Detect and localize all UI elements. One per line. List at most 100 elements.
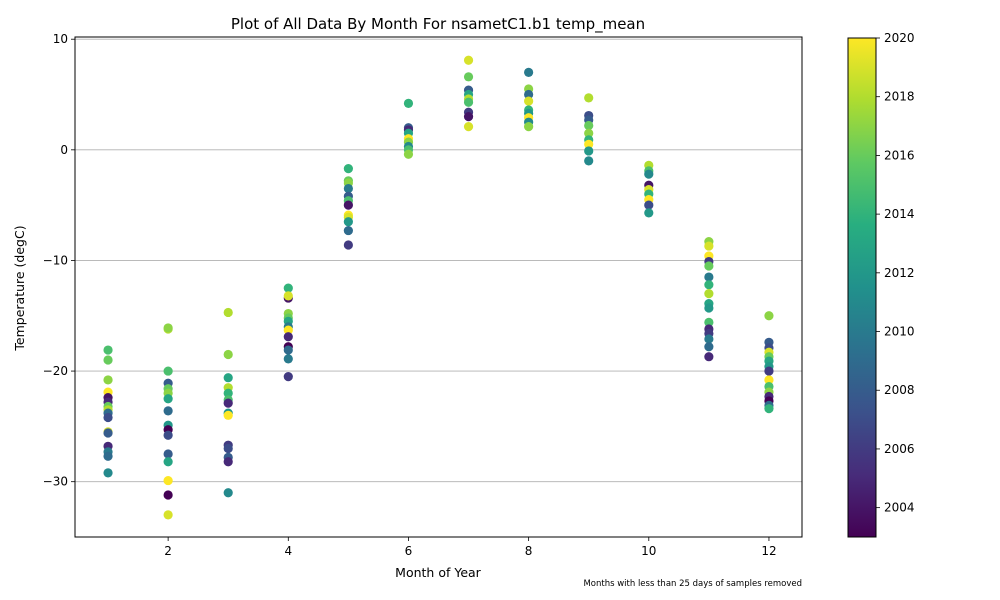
x-tick-label: 12 [761,544,776,558]
data-point [584,120,594,131]
data-point [283,354,293,364]
data-point [223,307,233,318]
colorbar-tick-label: 2020 [884,31,915,45]
data-point [584,139,594,149]
data-point [163,490,173,500]
data-point [103,375,113,385]
data-point [223,398,233,408]
data-point [704,317,714,327]
data-point [343,217,353,227]
data-point [403,98,414,108]
footnote: Months with less than 25 days of samples… [583,579,802,589]
data-point [223,410,233,420]
y-axis-label: Temperature (degC) [12,225,27,351]
colorbar-tick-label: 2006 [884,442,915,456]
data-point [644,200,654,210]
data-point [163,475,173,486]
data-point [103,468,113,478]
data-point [343,240,353,250]
y-axis-ticks: −30 −20 −10 0 10 [43,32,75,489]
y-tick-label: 10 [53,32,68,46]
data-points [103,55,774,520]
data-point [103,428,113,438]
data-point [764,311,774,321]
data-point [223,349,233,360]
data-point [163,457,173,467]
data-point [163,510,173,520]
data-point [163,449,173,459]
data-point [463,112,474,122]
x-axis-label: Month of Year [395,565,481,580]
data-point [343,183,353,194]
data-point [584,93,594,103]
data-point [764,404,774,414]
data-point [704,261,714,271]
x-axis-ticks: 2 4 6 8 10 12 [164,537,777,558]
data-point [704,342,714,352]
data-point [403,149,414,159]
data-point [163,430,173,440]
data-point [223,388,233,398]
colorbar-tick-label: 2010 [884,325,915,339]
data-point [644,208,654,218]
data-point [163,406,173,416]
y-tick-label: −10 [43,253,68,267]
colorbar-ticks: 2004 2006 2008 2010 2012 2014 2016 2018 2020 [876,31,915,515]
colorbar-tick-label: 2016 [884,148,915,162]
data-point [644,169,654,179]
data-point [283,332,293,342]
data-point [223,443,233,454]
grid-lines [75,38,802,483]
data-point [283,372,293,382]
data-point [764,375,774,385]
data-point [283,291,293,301]
data-point [704,280,714,290]
x-tick-label: 6 [405,544,413,558]
data-point [103,412,113,423]
colorbar-tick-label: 2012 [884,266,915,280]
colorbar-tick-label: 2018 [884,90,915,104]
data-point [524,67,534,77]
x-tick-label: 8 [525,544,533,558]
data-point [463,122,474,132]
data-point [163,394,173,404]
data-point [704,289,714,299]
data-point [223,457,233,467]
data-point [704,272,714,282]
chart-title: Plot of All Data By Month For nsametC1.b… [231,15,645,34]
y-tick-label: 0 [60,143,68,157]
data-point [283,283,293,293]
data-point [103,345,113,355]
data-point [103,355,113,365]
y-tick-label: −20 [43,364,68,378]
data-point [163,366,173,376]
x-tick-label: 4 [284,544,292,558]
data-point [343,200,353,210]
data-point [463,55,474,65]
data-point [704,303,714,313]
data-point [524,89,534,100]
data-point [103,451,113,461]
data-point [704,241,714,251]
data-point [343,164,353,174]
data-point [163,323,173,333]
colorbar-tick-label: 2004 [884,501,915,515]
data-point [463,97,474,107]
data-point [223,488,233,498]
colorbar-tick-label: 2008 [884,383,915,397]
data-point [463,72,474,82]
data-point [704,352,714,362]
x-tick-label: 2 [164,544,172,558]
data-point [343,225,353,236]
data-point [704,334,714,344]
data-point [524,96,534,106]
x-tick-label: 10 [641,544,656,558]
data-point [584,156,594,166]
data-point [283,345,293,355]
data-point [584,128,594,138]
colorbar-tick-label: 2014 [884,207,915,221]
data-point [764,366,774,376]
colorbar [847,37,877,538]
plot-area [74,36,803,538]
